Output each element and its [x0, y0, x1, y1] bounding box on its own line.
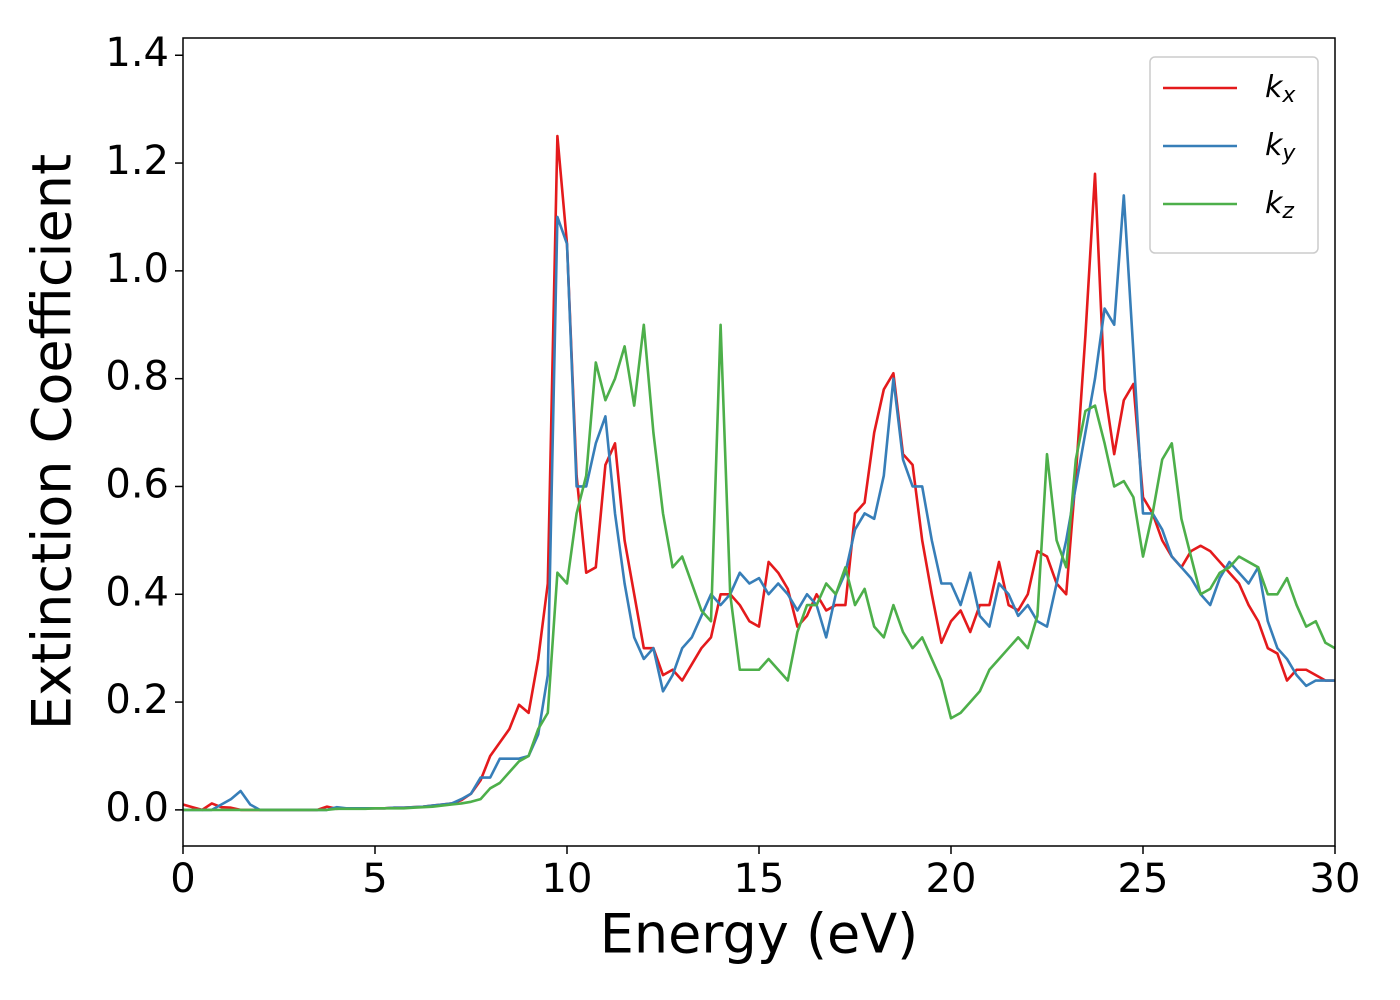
- x-tick-label: 20: [926, 856, 977, 902]
- y-tick-label: 1.0: [105, 246, 169, 292]
- y-tick-label: 0.4: [105, 569, 169, 615]
- plot-frame: [182, 37, 1336, 847]
- y-tick-label: 0.8: [105, 354, 169, 400]
- legend-label: kx: [1265, 70, 1296, 109]
- x-tick-label: 15: [734, 856, 785, 902]
- y-tick-label: 1.2: [105, 138, 169, 184]
- x-tick-label: 0: [170, 856, 195, 902]
- y-axis-label: Extinction Coefficient: [21, 154, 84, 730]
- x-tick-label: 5: [362, 856, 387, 902]
- legend-label: kz: [1265, 186, 1294, 225]
- x-tick-label: 10: [542, 856, 593, 902]
- series-line: [183, 323, 1335, 812]
- y-tick-label: 1.4: [105, 30, 169, 76]
- x-axis-label: Energy (eV): [600, 903, 919, 966]
- legend-label: ky: [1265, 128, 1296, 167]
- y-tick-label: 0.2: [105, 677, 169, 723]
- x-tick-label: 30: [1310, 856, 1361, 902]
- y-tick-label: 0.0: [105, 785, 169, 831]
- x-tick-label: 25: [1118, 856, 1169, 902]
- y-tick-label: 0.6: [105, 461, 169, 507]
